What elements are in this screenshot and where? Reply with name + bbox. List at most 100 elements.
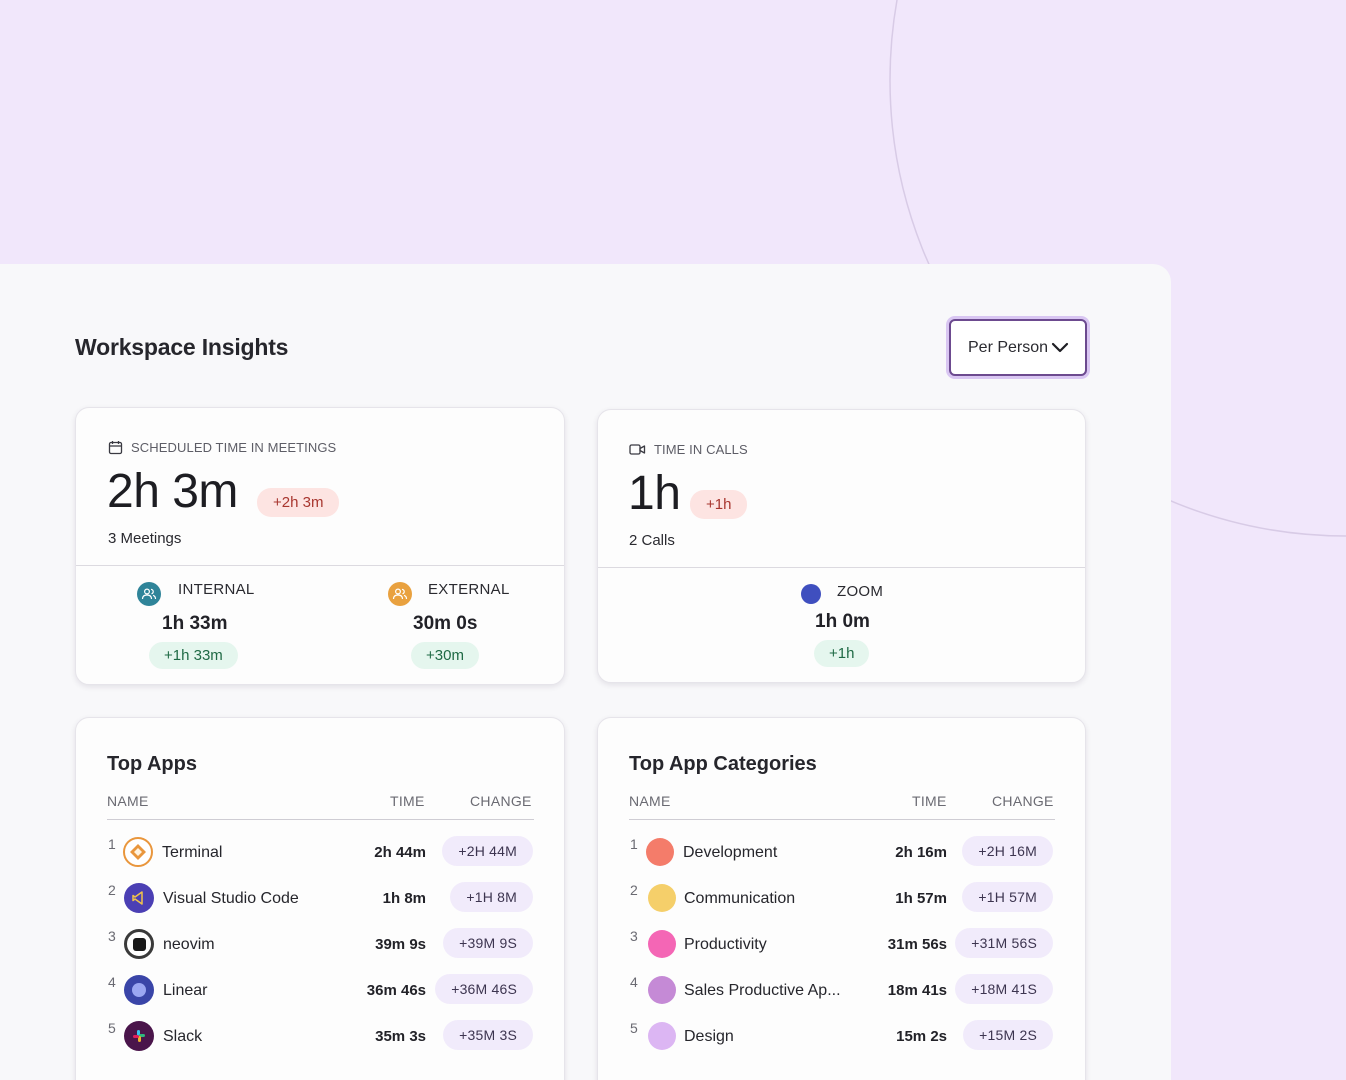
row-rank: 2 — [108, 882, 116, 898]
top-apps-title: Top Apps — [107, 753, 197, 775]
table-row[interactable]: 4 Linear 36m 46s +36M 46S — [76, 967, 564, 1013]
internal-label: INTERNAL — [178, 581, 255, 598]
category-change-badge: +1H 57M — [962, 882, 1053, 912]
app-name: Linear — [163, 982, 208, 999]
table-row[interactable]: 4 Sales Productive Ap... 18m 41s +18M 41… — [598, 967, 1085, 1013]
row-rank: 3 — [108, 928, 116, 944]
table-row[interactable]: 5 Slack 35m 3s +35M 3S — [76, 1013, 564, 1059]
page-title: Workspace Insights — [75, 334, 289, 360]
linear-icon — [124, 975, 154, 1005]
category-name: Productivity — [684, 936, 767, 953]
internal-value: 1h 33m — [162, 613, 228, 634]
chevron-down-icon — [1051, 342, 1069, 352]
column-header-time[interactable]: TIME — [912, 793, 947, 809]
category-change-badge: +31M 56S — [955, 928, 1053, 958]
meetings-card: SCHEDULED TIME IN MEETINGS 2h 3m +2h 3m … — [75, 407, 565, 685]
meetings-label: SCHEDULED TIME IN MEETINGS — [108, 440, 336, 455]
app-change-badge: +35M 3S — [443, 1020, 533, 1050]
category-time: 15m 2s — [896, 1028, 947, 1045]
card-divider — [76, 565, 564, 566]
zoom-label: ZOOM — [837, 583, 884, 600]
external-label: EXTERNAL — [428, 581, 510, 598]
vscode-icon — [124, 883, 154, 913]
category-name: Communication — [684, 890, 796, 907]
category-color-dot — [648, 1022, 676, 1050]
category-color-dot — [648, 884, 676, 912]
calls-card: TIME IN CALLS 1h +1h 2 Calls ZOOM 1h 0m … — [597, 409, 1086, 683]
category-name: Development — [683, 844, 778, 861]
view-select-value: Per Person — [968, 338, 1049, 356]
meetings-count: 3 Meetings — [108, 530, 182, 547]
category-time: 2h 16m — [895, 844, 947, 861]
table-row[interactable]: 1 Terminal 2h 44m +2H 44M — [76, 829, 564, 875]
category-time: 18m 41s — [887, 982, 947, 999]
app-time: 35m 3s — [375, 1028, 426, 1045]
app-name: Terminal — [162, 844, 223, 861]
app-name: Slack — [163, 1028, 203, 1045]
calls-total: 1h — [628, 467, 681, 520]
app-change-badge: +39M 9S — [443, 928, 533, 958]
zoom-dot-icon — [801, 584, 821, 604]
external-change-badge: +30m — [411, 642, 479, 669]
app-time: 39m 9s — [375, 936, 426, 953]
row-rank: 2 — [630, 882, 638, 898]
card-divider — [598, 567, 1085, 568]
category-name: Sales Productive Ap... — [684, 982, 841, 999]
category-change-badge: +18M 41S — [955, 974, 1053, 1004]
external-value: 30m 0s — [413, 613, 478, 634]
row-rank: 5 — [630, 1020, 638, 1036]
app-time: 1h 8m — [382, 890, 426, 907]
row-rank: 1 — [108, 836, 116, 852]
top-categories-card: Top App Categories NAME TIME CHANGE 1 De… — [597, 717, 1086, 1080]
meetings-label-text: SCHEDULED TIME IN MEETINGS — [131, 440, 337, 455]
table-header-rule — [107, 819, 534, 820]
column-header-name[interactable]: NAME — [629, 793, 671, 809]
top-apps-card: Top Apps NAME TIME CHANGE 1 Terminal 2h … — [75, 717, 565, 1080]
column-header-name[interactable]: NAME — [107, 793, 149, 809]
table-row[interactable]: 2 Communication 1h 57m +1H 57M — [598, 875, 1085, 921]
app-time: 36m 46s — [366, 982, 426, 999]
table-row[interactable]: 2 Visual Studio Code 1h 8m +1H 8M — [76, 875, 564, 921]
app-time: 2h 44m — [374, 844, 426, 861]
calls-label: TIME IN CALLS — [629, 442, 748, 457]
top-categories-title: Top App Categories — [629, 753, 817, 775]
row-rank: 4 — [108, 974, 116, 990]
column-header-time[interactable]: TIME — [390, 793, 425, 809]
app-change-badge: +1H 8M — [450, 882, 533, 912]
category-time: 31m 56s — [887, 936, 947, 953]
calls-count: 2 Calls — [629, 532, 675, 549]
app-change-badge: +2H 44M — [442, 836, 533, 866]
row-rank: 4 — [630, 974, 638, 990]
column-header-change[interactable]: CHANGE — [992, 793, 1054, 809]
category-time: 1h 57m — [895, 890, 947, 907]
column-header-change[interactable]: CHANGE — [470, 793, 532, 809]
calendar-icon — [108, 441, 123, 455]
category-change-badge: +15M 2S — [963, 1020, 1053, 1050]
category-color-dot — [646, 838, 674, 866]
zoom-value: 1h 0m — [815, 611, 870, 632]
table-row[interactable]: 1 Development 2h 16m +2H 16M — [598, 829, 1085, 875]
internal-change-badge: +1h 33m — [149, 642, 238, 669]
row-rank: 5 — [108, 1020, 116, 1036]
slack-icon — [124, 1021, 154, 1051]
view-select[interactable]: Per Person — [949, 319, 1087, 376]
category-change-badge: +2H 16M — [962, 836, 1053, 866]
external-people-icon — [388, 582, 412, 606]
row-rank: 1 — [630, 836, 638, 852]
row-rank: 3 — [630, 928, 638, 944]
app-name: Visual Studio Code — [163, 890, 299, 907]
terminal-icon — [123, 837, 153, 867]
internal-people-icon — [137, 582, 161, 606]
table-row[interactable]: 3 neovim 39m 9s +39M 9S — [76, 921, 564, 967]
app-change-badge: +36M 46S — [435, 974, 533, 1004]
video-camera-icon — [629, 444, 646, 455]
table-row[interactable]: 5 Design 15m 2s +15M 2S — [598, 1013, 1085, 1059]
category-color-dot — [648, 930, 676, 958]
meetings-change-badge: +2h 3m — [257, 488, 340, 517]
meetings-total: 2h 3m — [107, 465, 238, 518]
category-name: Design — [684, 1028, 734, 1045]
table-row[interactable]: 3 Productivity 31m 56s +31M 56S — [598, 921, 1085, 967]
table-header-rule — [629, 819, 1055, 820]
calls-change-badge: +1h — [690, 490, 748, 519]
